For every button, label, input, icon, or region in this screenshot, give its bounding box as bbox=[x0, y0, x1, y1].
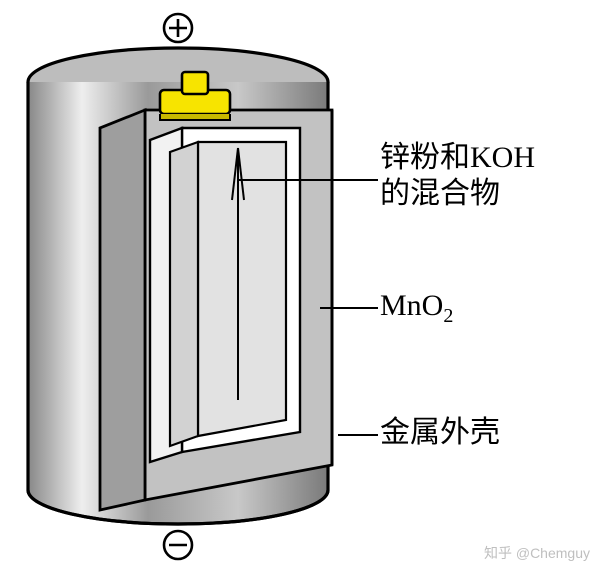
battery-cutaway-diagram: 锌粉和KOH 的混合物 MnO2 金属外壳 知乎 @Chemguy bbox=[0, 0, 600, 571]
label-mno2: MnO2 bbox=[380, 288, 453, 328]
label-zinc-koh: 锌粉和KOH 的混合物 bbox=[380, 140, 535, 212]
battery-svg bbox=[0, 0, 600, 571]
plus-icon bbox=[164, 14, 192, 42]
minus-icon bbox=[164, 531, 192, 559]
label-metal-shell: 金属外壳 bbox=[380, 415, 500, 451]
cutaway-left-face bbox=[100, 110, 145, 510]
watermark: 知乎 @Chemguy bbox=[484, 543, 590, 563]
anode-core-side bbox=[170, 142, 198, 446]
